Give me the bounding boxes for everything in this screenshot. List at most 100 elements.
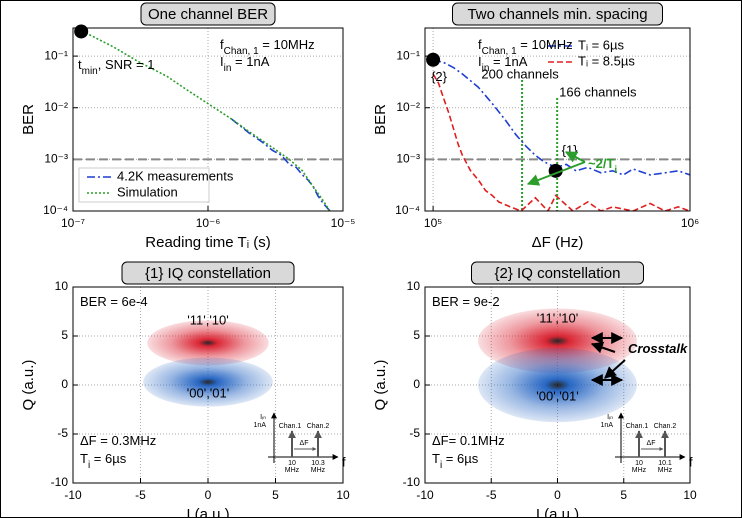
annotation: ~2/Ti xyxy=(588,156,617,176)
title-box xyxy=(140,2,276,26)
inset-label: Iᵢₙ xyxy=(260,414,266,421)
y-tick-label: -10 xyxy=(51,475,69,489)
x-tick-label: 10⁻⁷ xyxy=(61,216,85,230)
inset-label: Iᵢₙ xyxy=(607,414,613,421)
annotation-subscript: i xyxy=(614,165,617,176)
series-line xyxy=(78,28,331,211)
x-tick-label: 5 xyxy=(620,488,627,502)
panel: {1} IQ constellation -10 -5 0 5 10 -10 -5 0 5 10 I … xyxy=(20,261,350,518)
inset-label: 10 xyxy=(635,460,643,467)
y-tick-label: 5 xyxy=(61,328,68,342)
inset-label: 10 xyxy=(288,460,296,467)
inset-label: 10.3 xyxy=(311,460,325,467)
inset-label: Chan.1 xyxy=(626,423,649,430)
y-tick-label: 0 xyxy=(413,377,420,391)
annotation: Ti = 6µs xyxy=(80,451,127,471)
axes-frame xyxy=(424,27,691,212)
x-tick-label: -5 xyxy=(135,488,146,502)
title-box xyxy=(121,261,295,285)
annotation-text: = 1nA xyxy=(231,54,269,69)
y-axis-label: BER xyxy=(20,104,37,135)
marker-point xyxy=(74,24,89,39)
x-axis-label: Reading time Tᵢ (s) xyxy=(145,234,270,251)
annotation: Crosstalk xyxy=(628,341,688,356)
annotation-text: f xyxy=(478,37,482,52)
annotation-text: Crosstalk xyxy=(628,341,688,356)
annotation-text: BER = 6e-4 xyxy=(80,294,148,309)
panel: Two channels min. spacing 10⁵ 10⁶ 10⁻⁴ 10⁻³ 1… xyxy=(372,2,699,251)
y-tick-label: 10⁻¹ xyxy=(396,48,420,62)
cluster-label: '00','01' xyxy=(536,388,578,403)
inset-label: ΔF xyxy=(647,440,656,447)
x-tick-label: 10 xyxy=(683,488,697,502)
x-tick-label: 10 xyxy=(336,488,350,502)
annotation: ΔF= 0.1MHz xyxy=(432,433,505,448)
annotation-text: T xyxy=(432,451,440,466)
channel-label: 166 channels xyxy=(559,84,637,99)
marker-point xyxy=(426,52,441,67)
annotation-text: = 10MHz xyxy=(517,37,573,52)
annotation: Ti = 6µs xyxy=(432,451,479,471)
panel: One channel BER 10⁻⁷ 10⁻⁶ 10⁻⁵ 10⁻⁴ 10⁻³ 10⁻² 1… xyxy=(20,2,356,251)
annotation: fChan, 1 = 10MHz xyxy=(220,37,315,57)
y-tick-label: 10 xyxy=(407,279,421,293)
x-tick-label: -10 xyxy=(64,488,82,502)
annotation-subscript: i xyxy=(88,460,90,471)
inset-label: Chan.2 xyxy=(654,423,677,430)
y-axis-label: BER xyxy=(372,104,389,135)
legend-label: Tᵢ = 8.5µs xyxy=(578,53,635,68)
x-tick-label: -10 xyxy=(416,488,434,502)
chart-title: Two channels min. spacing xyxy=(467,6,647,23)
y-tick-label: 10⁻⁴ xyxy=(395,203,420,217)
inset-label: Chan.2 xyxy=(307,423,330,430)
annotation-subscript: in xyxy=(224,63,232,74)
annotation-text: t xyxy=(78,57,82,72)
title-box xyxy=(471,261,644,285)
legend-label: 4.2K measurements xyxy=(117,168,234,183)
plot-area xyxy=(478,308,637,423)
annotation: Iin = 1nA xyxy=(220,54,270,74)
x-tick-label: 10⁻⁶ xyxy=(196,216,221,230)
annotation-text: ΔF = 0.3MHz xyxy=(80,433,156,448)
annotation-text: = 10MHz xyxy=(259,37,315,52)
annotation-subscript: Chan, 1 xyxy=(482,46,517,57)
annotation: ΔF = 0.3MHz xyxy=(80,433,156,448)
inset-label: f xyxy=(342,454,346,469)
y-tick-label: 10⁻⁴ xyxy=(43,203,68,217)
panel: {2} IQ constellation -10 -5 0 5 10 -10 -5 0 5 10 I … xyxy=(372,261,697,518)
x-tick-label: 0 xyxy=(205,488,212,502)
inset-label: MHz xyxy=(632,467,647,474)
x-axis-label: ΔF (Hz) xyxy=(532,234,584,251)
inset-label: ΔF xyxy=(300,440,309,447)
annotation-text: ΔF= 0.1MHz xyxy=(432,433,505,448)
arrow xyxy=(564,151,586,163)
y-tick-label: 10 xyxy=(55,279,69,293)
arrow xyxy=(526,161,586,186)
annotation-subscript: min xyxy=(82,66,98,77)
cluster xyxy=(147,320,269,366)
annotation-text: = 1nA xyxy=(489,54,527,69)
legend-label: Simulation xyxy=(117,184,178,199)
cluster xyxy=(478,347,637,423)
annotation-text: T xyxy=(80,451,88,466)
y-tick-label: 0 xyxy=(61,377,68,391)
chart-title: One channel BER xyxy=(148,6,268,23)
x-tick-label: 10⁶ xyxy=(681,216,699,230)
cluster xyxy=(143,357,273,407)
y-tick-label: 5 xyxy=(413,328,420,342)
legend-label: Tᵢ = 6µs xyxy=(578,37,625,52)
legend-box xyxy=(78,167,210,203)
axes-frame xyxy=(424,286,691,484)
arrow xyxy=(590,341,616,354)
annotation-text: , SNR = 1 xyxy=(98,57,155,72)
inset-label: 1nA xyxy=(601,422,614,429)
x-tick-label: 10⁻⁵ xyxy=(331,216,356,230)
title-box xyxy=(452,2,663,26)
series-line xyxy=(231,118,331,211)
y-tick-label: -5 xyxy=(57,426,68,440)
x-axis-label: I (a.u.) xyxy=(536,506,579,518)
inset-label: f xyxy=(689,454,693,469)
y-tick-label: 10⁻² xyxy=(44,100,68,114)
plot-area xyxy=(143,320,273,407)
